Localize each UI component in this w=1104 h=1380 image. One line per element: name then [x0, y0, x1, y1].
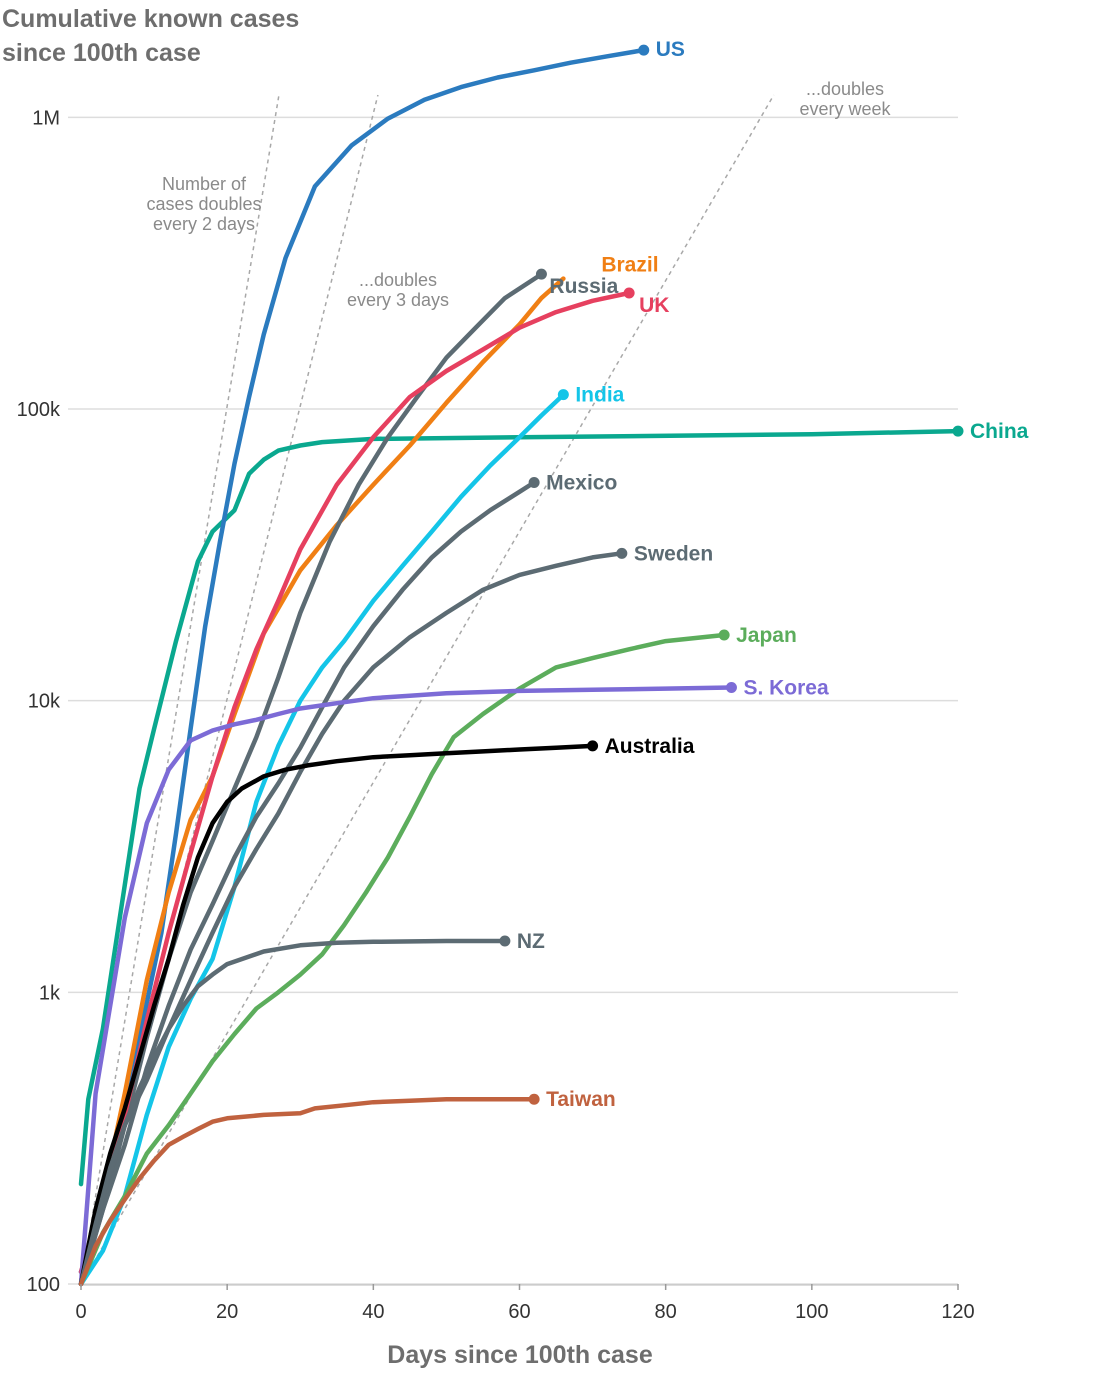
reference-label-line: cases doubles — [146, 194, 261, 214]
series-end-dot-nz — [499, 935, 511, 947]
axis-ticks: 100 1k 10k 100k 1M 0 20 40 60 80 100 120 — [17, 107, 975, 1323]
series-end-dot-uk — [623, 287, 635, 299]
series-label-india: India — [575, 384, 624, 407]
x-tick-label-40: 40 — [362, 1301, 384, 1323]
reference-label-line: ...doubles — [806, 79, 884, 99]
reference-line-7-days — [80, 94, 775, 1285]
reference-line-2-days — [80, 94, 280, 1285]
x-tick-label-60: 60 — [508, 1301, 530, 1323]
series-line-australia — [78, 743, 595, 1287]
series-end-dot-sweden — [616, 547, 628, 559]
x-tick-label-100: 100 — [795, 1301, 828, 1323]
reference-label-line: every 3 days — [347, 290, 449, 310]
series-line-uk — [78, 290, 632, 1275]
series-label-australia: Australia — [605, 735, 695, 758]
series-line-china — [78, 428, 961, 1187]
y-tick-label-1k: 1k — [39, 982, 61, 1004]
chart-title: Cumulative known cases since 100th case — [2, 2, 299, 70]
chart-title-line-2: since 100th case — [2, 39, 201, 67]
series-label-sweden: Sweden — [634, 542, 713, 565]
reference-label-7-days: ...doubles every week — [799, 79, 891, 119]
series-label-china: China — [970, 420, 1029, 443]
series-line-sweden — [78, 551, 625, 1287]
series-end-dot-russia — [535, 268, 547, 280]
series-line-us — [78, 47, 646, 1275]
reference-label-3-days: ...doubles every 3 days — [347, 270, 449, 310]
series-label-russia: Russia — [549, 275, 618, 298]
reference-label-line: every week — [799, 99, 891, 119]
x-tick-label-120: 120 — [941, 1301, 974, 1323]
reference-label-line: every 2 days — [153, 214, 255, 234]
series-end-dot-us — [638, 44, 650, 56]
series-line-taiwan — [78, 1096, 537, 1287]
chart-title-line-1: Cumulative known cases — [2, 5, 300, 33]
y-tick-label-10k: 10k — [28, 691, 61, 713]
series-line-brazil — [78, 276, 566, 1287]
x-tick-label-20: 20 — [216, 1301, 238, 1323]
series-label-us: US — [656, 38, 685, 61]
series-line-mexico — [78, 480, 537, 1287]
series-line-japan — [78, 632, 727, 1287]
reference-label-line: Number of — [162, 174, 247, 194]
series-label-mexico: Mexico — [546, 471, 617, 494]
series-end-dot-mexico — [528, 476, 540, 488]
series-line-s-korea — [78, 685, 734, 1287]
series-label-uk: UK — [639, 294, 669, 317]
x-tick-label-0: 0 — [75, 1301, 86, 1323]
y-tick-label-100: 100 — [27, 1274, 60, 1296]
series-line-nz — [78, 938, 508, 1287]
series-label-s-korea: S. Korea — [743, 676, 829, 699]
doubling-reference-lines: Number of cases doubles every 2 days ...dou… — [80, 79, 892, 1285]
series-end-dot-india — [557, 389, 569, 401]
reference-label-line: ...doubles — [359, 270, 437, 290]
series-end-dot-china — [952, 425, 964, 437]
series-label-japan: Japan — [736, 624, 797, 647]
y-tick-label-100k: 100k — [17, 399, 61, 421]
x-axis-title: Days since 100th case — [387, 1341, 653, 1369]
reference-label-2-days: Number of cases doubles every 2 days — [146, 174, 261, 234]
series-lines — [78, 44, 964, 1287]
series-line-india — [78, 392, 566, 1287]
series-label-brazil: Brazil — [601, 254, 658, 277]
series-end-dot-taiwan — [528, 1093, 540, 1105]
x-tick-label-80: 80 — [655, 1301, 677, 1323]
series-end-dot-japan — [718, 629, 730, 641]
series-label-taiwan: Taiwan — [546, 1088, 616, 1111]
series-end-dot-australia — [587, 740, 599, 752]
series-line-russia — [78, 271, 544, 1287]
series-end-dot-s-korea — [725, 681, 737, 693]
series-label-nz: NZ — [517, 930, 545, 953]
y-tick-label-1m: 1M — [32, 107, 60, 129]
